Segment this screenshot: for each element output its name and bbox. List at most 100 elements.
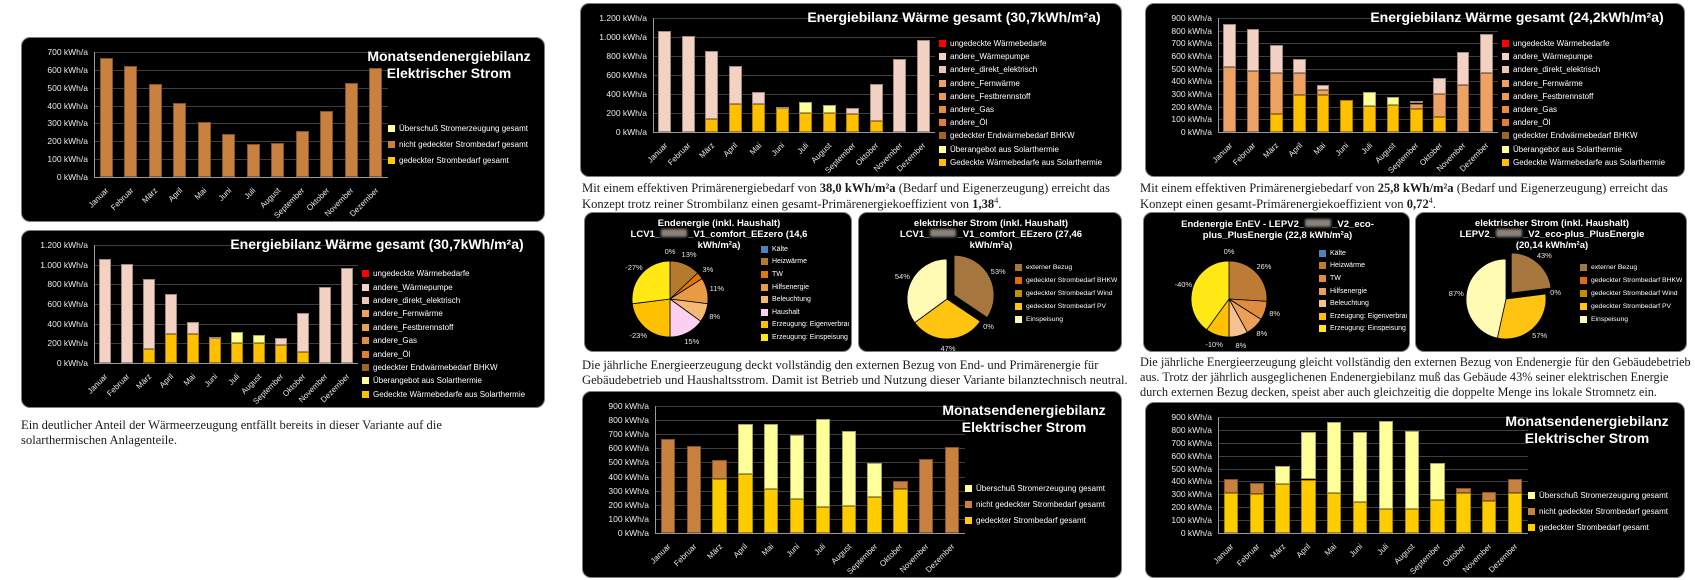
bar-segment	[1433, 116, 1447, 132]
legend-item: Kälte	[1319, 247, 1407, 260]
x-axis	[94, 363, 358, 364]
legend-swatch	[1502, 119, 1509, 127]
bar-segment	[775, 106, 789, 109]
legend-item: gedeckter Endwärmebedarf BHKW	[939, 129, 1117, 142]
bar-segment	[799, 112, 813, 132]
text-run-bold: 25,8 kWh/m²a	[1377, 181, 1454, 195]
y-tick-label: 100 kWh/a	[608, 513, 649, 524]
y-tick-label: 300 kWh/a	[608, 485, 649, 496]
pie-percent-label: 87%	[1448, 289, 1464, 299]
bar-segment	[296, 313, 310, 352]
gridline	[1218, 30, 1498, 32]
bar-segment	[164, 334, 178, 363]
legend-label: andere_Öl	[1513, 118, 1551, 128]
legend: Überschuß Stromerzeugung gesamt nicht ged…	[1528, 487, 1678, 535]
pie-percent-label: 57%	[1532, 331, 1548, 341]
title-text: Energiebilanz Wärme gesamt (30,7kWh/m²a)	[807, 9, 1101, 25]
title-text: LEPV2_	[1459, 229, 1495, 241]
gridline	[1218, 81, 1498, 83]
bar-segment	[775, 107, 789, 132]
title-line: Endenergie EnEV - LEPV2_ _V2_eco-	[1152, 219, 1403, 230]
y-tick-label: 300 kWh/a	[1171, 489, 1212, 500]
legend-swatch	[1502, 79, 1509, 87]
legend-label: nicht gedeckter Strombedarf gesamt	[1539, 506, 1668, 516]
legend-item: Überschuß Stromerzeugung gesamt	[1528, 487, 1678, 503]
chart-pie-endenergie-enev: 0% 26% 8% 8% 8% -10% -40% Endenergie EnEV - LEP…	[1143, 212, 1410, 352]
text-run: .	[1432, 197, 1436, 212]
bar-segment	[340, 267, 354, 363]
bar-segment	[1507, 478, 1523, 494]
legend-label: Beleuchtung	[772, 296, 811, 304]
legend-item: gedeckter Strombedarf PV	[1015, 300, 1117, 313]
text-run: .	[998, 197, 1002, 212]
y-tick-label: 900 kWh/a	[1171, 412, 1212, 422]
legend-swatch	[939, 40, 946, 48]
legend-swatch	[362, 270, 369, 278]
legend-item: nicht gedeckter Strombedarf gesamt	[1528, 503, 1678, 519]
legend-item: Heizwärme	[761, 256, 849, 269]
y-tick-label: 400 kWh/a	[608, 471, 649, 482]
legend-swatch	[1319, 262, 1326, 270]
bar-segment	[919, 458, 934, 533]
x-axis	[653, 132, 935, 133]
pie-percent-label: -27%	[625, 262, 643, 272]
legend-label: gedeckter Strombedarf PV	[1591, 303, 1672, 310]
bar-segment	[208, 337, 222, 363]
chart-title: Energiebilanz Wärme gesamt (30,7kWh/m²a)	[793, 9, 1115, 26]
bar-segment	[1269, 73, 1283, 115]
bar-segment	[252, 342, 266, 363]
bar-segment	[815, 418, 831, 507]
legend-swatch	[1319, 287, 1326, 295]
legend-label: Erzeugung: Einspeisung	[1330, 325, 1406, 333]
legend-label: andere_Wärmepumpe	[373, 282, 453, 292]
y-tick-label: 200 kWh/a	[606, 108, 647, 118]
legend-item: Hilfsenergie	[1319, 285, 1407, 298]
y-tick-label: 0 kWh/a	[56, 358, 88, 368]
bar-segment	[164, 294, 178, 335]
y-tick-label: 400 kWh/a	[1171, 476, 1212, 487]
bar-segment	[369, 68, 383, 177]
legend-swatch	[388, 124, 395, 132]
legend-swatch	[965, 484, 972, 492]
legend-item: TW	[761, 268, 849, 281]
bar-segment	[186, 321, 200, 335]
legend-label: andere_Festbrennstoff	[950, 91, 1031, 101]
title-line: LCV1_ _V1_comfort_EEzero (27,46	[867, 229, 1115, 240]
legend-label: andere_direkt_elektrisch	[1513, 65, 1601, 75]
legend-item: gedeckter Endwärmebedarf BHKW	[362, 361, 540, 374]
bar-segment	[1456, 52, 1470, 86]
text-run: (Bedarf und Eigenerzeugung) erreicht das…	[1140, 181, 1668, 212]
legend-swatch	[1502, 158, 1509, 166]
pie-percent-label: 3%	[702, 265, 714, 275]
y-axis	[94, 245, 95, 363]
title-text: kWh/m²a)	[697, 240, 741, 252]
bar-segment	[271, 143, 285, 177]
legend-swatch	[1015, 277, 1022, 284]
legend-label: andere_Fernwärme	[373, 309, 443, 319]
gridline	[1218, 468, 1528, 470]
legend-swatch	[362, 323, 369, 331]
legend-swatch	[1580, 316, 1587, 323]
legend: Überschuß Stromerzeugung gesamt nicht ged…	[388, 120, 538, 168]
gridline	[1218, 417, 1528, 418]
bar-segment	[1223, 478, 1239, 494]
gridline	[1218, 481, 1528, 483]
pie-percent-label: -40%	[1174, 279, 1193, 289]
y-axis	[655, 406, 656, 533]
legend-swatch	[1580, 277, 1587, 284]
legend-swatch	[388, 156, 395, 164]
legend-label: Erzeugung: Eigenverbrauch	[772, 321, 849, 329]
legend-item: andere_direkt_elektrisch	[939, 63, 1117, 76]
title-text: Elektrischer Strom	[1524, 429, 1650, 446]
y-tick-label: 900 kWh/a	[1171, 13, 1212, 23]
bar-segment	[841, 506, 856, 533]
gridline	[1218, 56, 1498, 57]
y-tick-label: 200 kWh/a	[47, 136, 88, 147]
legend-swatch	[939, 145, 946, 153]
bar-segment	[893, 489, 908, 533]
bar-segment	[1363, 106, 1377, 132]
redacted-text	[1305, 219, 1332, 227]
y-tick-label: 300 kWh/a	[1171, 89, 1212, 99]
chart-title: Monatsendenergiebilanz Elektrischer Strom	[933, 402, 1115, 435]
pie-svg	[631, 260, 709, 338]
